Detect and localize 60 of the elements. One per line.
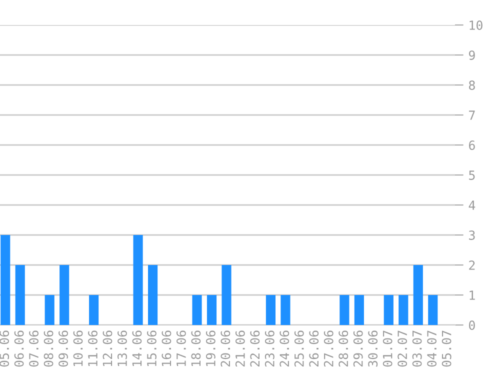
x-tick-label: 22.06 [250, 330, 260, 367]
bar [0, 235, 10, 325]
y-tick-label: 6 [469, 140, 475, 150]
x-tick-label: 01.07 [382, 330, 392, 367]
x-tick-label: 11.06 [88, 330, 98, 366]
bar [280, 295, 290, 325]
y-tick-label: 5 [469, 170, 475, 180]
x-tick-label: 04.07 [427, 330, 437, 367]
bar [398, 295, 408, 325]
x-tick-label: 29.06 [353, 330, 363, 367]
y-tick-label: 0 [469, 320, 475, 330]
x-tick-label: 24.06 [280, 330, 290, 367]
x-tick-label: 23.06 [264, 330, 274, 367]
bar [133, 235, 143, 325]
x-tick-label: 13.06 [118, 330, 127, 366]
bar [340, 295, 350, 325]
x-tick-label: 06.06 [14, 330, 24, 367]
x-tick-label: 10.06 [73, 330, 83, 366]
x-tick-label: 19.06 [206, 330, 216, 366]
bar [354, 295, 364, 325]
y-tick-label: 7 [469, 110, 475, 120]
x-tick-label: 26.06 [309, 330, 319, 367]
x-tick-label: 07.06 [29, 330, 39, 367]
x-tick-label: 25.06 [294, 330, 304, 367]
bar [266, 295, 276, 325]
x-tick-label: 20.06 [220, 330, 230, 367]
x-tick-label: 18.06 [191, 330, 201, 366]
x-tick-label: 03.07 [412, 330, 422, 367]
x-tick-label: 09.06 [58, 330, 68, 367]
y-tick-label: 10 [470, 20, 482, 30]
y-tick-label: 8 [468, 80, 475, 90]
x-tick-label: 28.06 [338, 330, 348, 367]
x-tick-label: 17.06 [176, 330, 186, 366]
x-tick-label: 30.06 [368, 330, 378, 367]
y-tick-label: 9 [468, 50, 475, 60]
bar [192, 295, 202, 325]
x-tick-label: 08.06 [44, 330, 54, 367]
x-tick-label: 05.07 [442, 330, 452, 367]
y-tick-label: 4 [468, 200, 476, 210]
x-tick-label: 21.06 [235, 330, 245, 367]
x-tick-label: 14.06 [132, 330, 142, 366]
y-tick-label: 1 [470, 290, 475, 300]
bar [384, 295, 394, 325]
bar [89, 295, 99, 325]
y-tick-label: 2 [469, 260, 475, 270]
bar [428, 295, 438, 325]
bar [148, 265, 158, 325]
bar [44, 295, 54, 325]
y-tick-label: 3 [469, 230, 475, 240]
bar [60, 265, 70, 325]
x-tick-label: 12.06 [102, 330, 112, 366]
bar [413, 265, 423, 325]
bar [15, 265, 25, 325]
bar [222, 265, 232, 325]
x-tick-label: 16.06 [162, 330, 172, 366]
x-tick-label: 02.07 [398, 330, 408, 367]
x-tick-label: 15.06 [146, 330, 156, 366]
bar [206, 295, 217, 325]
x-tick-label: 27.06 [324, 330, 334, 367]
x-tick-label: 05.06 [0, 330, 10, 367]
